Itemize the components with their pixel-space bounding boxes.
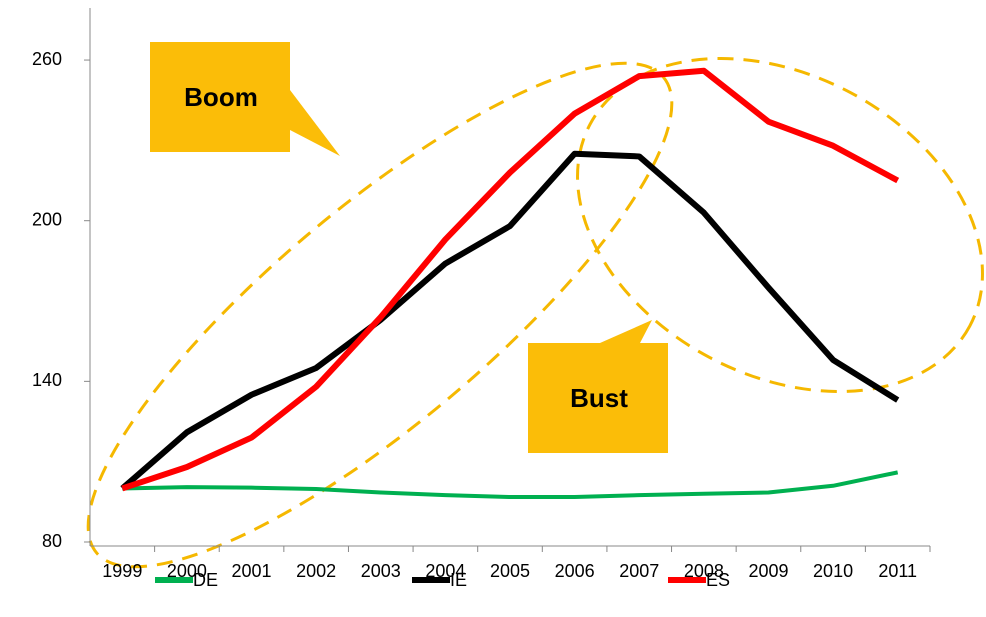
y-tick-label: 260 [32, 49, 62, 69]
legend-label: IE [450, 570, 467, 590]
annotation: Bust [570, 383, 628, 413]
bust-box [528, 343, 668, 453]
annotation-shapes [86, 42, 984, 569]
x-tick-label: 2011 [878, 561, 917, 581]
x-tick-label: 2009 [748, 561, 788, 581]
x-tick-label: 1999 [102, 561, 142, 581]
bust-tail [600, 320, 652, 343]
x-tick-label: 2010 [813, 561, 853, 581]
x-tick-label: 2003 [361, 561, 401, 581]
y-tick-label: 140 [32, 370, 62, 390]
series-line [121, 67, 900, 492]
x-tick-label: 2001 [232, 561, 272, 581]
boom-tail [290, 90, 340, 156]
x-tick-label: 2000 [167, 561, 207, 581]
x-tick-label: 2007 [619, 561, 659, 581]
series-line [122, 470, 899, 500]
series-line [120, 150, 900, 491]
annotation: Boom [184, 82, 258, 112]
legend-label: ES [706, 570, 730, 590]
y-tick-label: 80 [42, 531, 62, 551]
bust-ellipse [576, 56, 984, 394]
boom-ellipse [86, 61, 674, 569]
x-tick-label: 2006 [555, 561, 595, 581]
x-tick-label: 2004 [425, 561, 465, 581]
x-tick-label: 2002 [296, 561, 336, 581]
legend-label: DE [193, 570, 218, 590]
y-tick-label: 200 [32, 209, 62, 229]
boom-box [150, 42, 290, 152]
x-tick-label: 2005 [490, 561, 530, 581]
x-tick-label: 2008 [684, 561, 724, 581]
